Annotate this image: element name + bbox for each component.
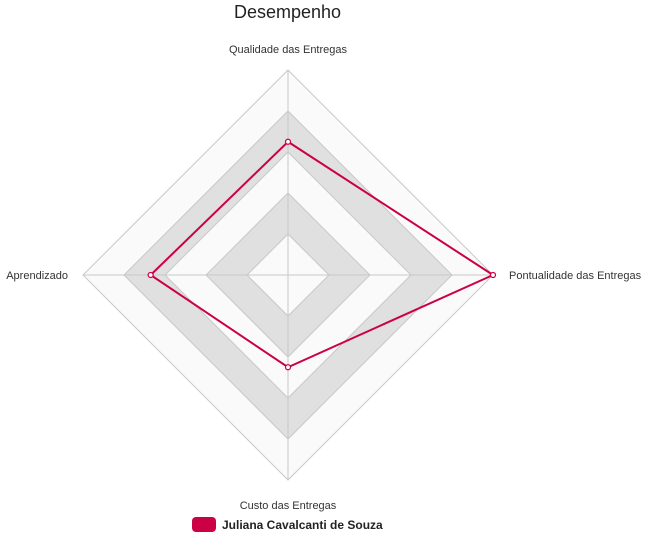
- legend-swatch: [192, 517, 216, 532]
- data-point[interactable]: [147, 271, 154, 279]
- axis-labels: Qualidade das Entregas Pontualidade das E…: [6, 44, 641, 512]
- radar-spokes: [83, 70, 493, 480]
- axis-label: Pontualidade das Entregas: [509, 270, 642, 282]
- data-point[interactable]: [284, 364, 292, 371]
- legend[interactable]: Juliana Cavalcanti de Souza: [192, 517, 383, 532]
- radar-series: [147, 138, 497, 371]
- axis-label: Custo das Entregas: [240, 500, 337, 512]
- axis-label: Aprendizado: [6, 270, 68, 282]
- data-point[interactable]: [284, 138, 292, 145]
- legend-label: Juliana Cavalcanti de Souza: [222, 517, 383, 532]
- axis-label: Qualidade das Entregas: [229, 44, 348, 56]
- data-point[interactable]: [489, 271, 497, 279]
- chart-title: Desempenho: [233, 2, 342, 22]
